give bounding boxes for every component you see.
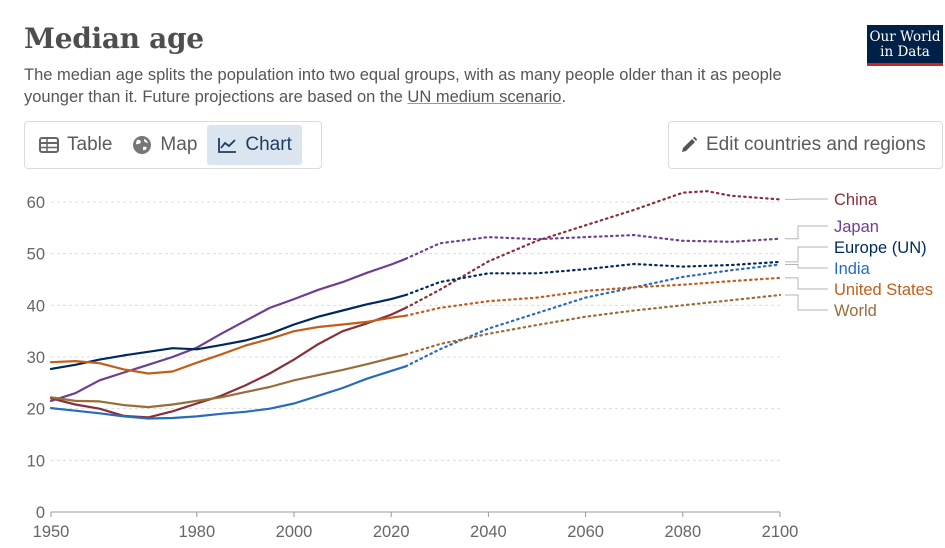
un-scenario-link[interactable]: UN medium scenario [407,88,562,106]
owid-logo[interactable]: Our World in Data [867,25,943,66]
line-chart-icon [217,136,237,154]
x-tick-label: 2040 [470,523,507,541]
tab-table-label: Table [67,134,113,155]
x-tick-label: 2020 [373,523,410,541]
legend-leader-line [785,294,828,311]
tab-map-label: Map [160,134,198,155]
x-tick-label: 2080 [664,523,701,541]
series-line-historical [49,306,407,419]
series-line-projection [404,263,782,368]
edit-countries-label: Edit countries and regions [706,134,926,155]
globe-icon [132,135,152,155]
legend-leader-line [785,246,828,263]
legend-label: Japan [834,218,879,236]
tab-map[interactable]: Map [122,125,207,165]
table-icon [39,137,59,153]
series-line-projection [404,260,782,297]
tab-table[interactable]: Table [29,125,122,165]
grid-lines: 0 10 20 30 40 50 60 [27,194,780,522]
legend-leader-line [785,225,828,240]
x-tick-label: 2000 [276,523,313,541]
series-line-historical [49,314,407,375]
legend-leader-line [785,277,828,290]
x-axis: 1950 1980 2000 2020 2040 2060 2080 2100 [33,511,799,541]
legend-label: China [834,191,878,209]
series-line-projection [404,233,782,260]
page-title: Median age [24,22,204,55]
y-tick-label: 0 [36,504,45,522]
x-tick-label: 1950 [33,523,70,541]
tab-chart-label: Chart [245,134,292,155]
subtitle-text: The median age splits the population int… [24,66,782,106]
y-tick-label: 50 [27,246,45,264]
series-line-historical [49,293,407,370]
y-tick-label: 20 [27,401,45,419]
view-tabs: Table Map Chart [24,121,322,169]
legend-label: Europe (UN) [834,239,927,257]
logo-line1: Our World [869,29,941,45]
x-tick-label: 2060 [567,523,604,541]
series-line-projection [404,190,782,309]
x-tick-label: 1980 [178,523,215,541]
page-subtitle: The median age splits the population int… [24,64,824,108]
series-line-projection [404,276,782,317]
pencil-icon [680,136,698,154]
legend-label: World [834,302,877,320]
series-line-historical [49,353,407,409]
tab-chart[interactable]: Chart [207,125,302,165]
logo-line2: in Data [880,44,930,60]
series-line-historical [49,257,407,402]
y-tick-label: 10 [27,452,45,470]
x-tick-label: 2100 [762,523,799,541]
legend-leader-line [785,264,828,269]
y-tick-label: 60 [27,194,45,212]
y-tick-label: 30 [27,349,45,367]
subtitle-end: . [561,88,567,106]
line-chart: 0 10 20 30 40 50 60 1950 1980 2000 2020 2040 2060 20… [27,190,933,541]
edit-countries-button[interactable]: Edit countries and regions [668,121,943,169]
series-line-historical [49,365,407,420]
legend: China Japan Europe (UN) India United States W… [785,191,933,320]
series-lines [49,190,782,420]
y-tick-label: 40 [27,297,45,315]
series-line-projection [404,293,782,356]
legend-label: India [834,260,871,278]
legend-label: United States [834,281,933,299]
